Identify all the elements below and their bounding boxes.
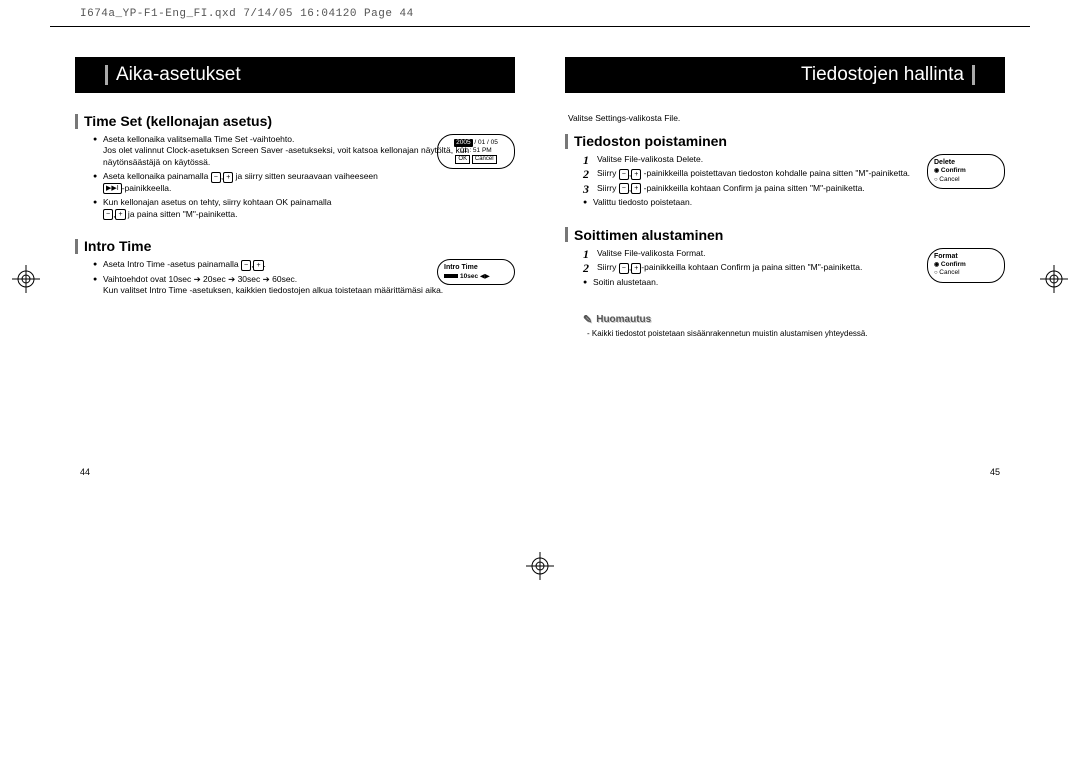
timeset-bullet-2: Aseta kellonaika painamalla −,+ ja siirr… <box>93 171 515 194</box>
section-intro-title: Intro Time <box>84 238 151 254</box>
delete-step-2: 2Siirry −,+ -painikkeilla poistettavan t… <box>583 168 1005 179</box>
banner-left: Aika-asetukset <box>75 57 515 93</box>
section-bar-icon <box>565 134 568 149</box>
section-bar-icon <box>75 114 78 129</box>
banner-left-title: Aika-asetukset <box>116 64 241 86</box>
minus-icon: − <box>103 209 113 220</box>
section-timeset: Time Set (kellonajan asetus) 2005 / 01 /… <box>75 113 515 220</box>
note-heading-text: Huomautus <box>596 314 651 325</box>
section-delete: Tiedoston poistaminen Delete Confirm Can… <box>565 133 1005 209</box>
minus-icon: − <box>241 260 251 271</box>
intro-bullet-1: Aseta Intro Time -asetus painamalla −,+. <box>93 259 515 270</box>
registration-mark-left <box>12 265 40 296</box>
plus-icon: + <box>631 169 641 180</box>
note-heading: ✎ Huomautus <box>583 313 1005 326</box>
plus-icon: + <box>253 260 263 271</box>
page-number-right: 45 <box>990 467 1000 477</box>
banner-bar-icon <box>105 65 108 85</box>
section-timeset-title: Time Set (kellonajan asetus) <box>84 113 272 129</box>
banner-right: Tiedostojen hallinta <box>565 57 1005 93</box>
delete-step-1: 1Valitse File-valikosta Delete. <box>583 154 1005 165</box>
pencil-icon: ✎ <box>583 313 592 326</box>
minus-icon: − <box>211 172 221 183</box>
section-format-title: Soittimen alustaminen <box>574 227 723 243</box>
right-top-note: Valitse Settings-valikosta File. <box>565 113 1005 123</box>
page-spread: Aika-asetukset Time Set (kellonajan aset… <box>50 47 1030 477</box>
note-block: ✎ Huomautus - Kaikki tiedostot poistetaa… <box>583 313 1005 338</box>
plus-icon: + <box>115 209 125 220</box>
file-header: I674a_YP-F1-Eng_FI.qxd 7/14/05 16:04120 … <box>50 0 1030 26</box>
section-intro: Intro Time Intro Time 10sec ◀▶ Aseta Int… <box>75 238 515 296</box>
format-bullet-3: Soitin alustetaan. <box>583 277 1005 288</box>
banner-right-title: Tiedostojen hallinta <box>801 64 964 86</box>
plus-icon: + <box>223 172 233 183</box>
timeset-bullet-1-sub: Jos olet valinnut Clock-asetuksen Screen… <box>103 145 515 168</box>
section-bar-icon <box>75 239 78 254</box>
plus-icon: + <box>631 183 641 194</box>
intro-bullet-2: Vaihtoehdot ovat 10sec ➔ 20sec ➔ 30sec ➔… <box>93 274 515 297</box>
banner-bar-icon <box>972 65 975 85</box>
minus-icon: − <box>619 263 629 274</box>
page-number-left: 44 <box>80 467 90 477</box>
delete-step-3: 3Siirry −,+ -painikkeilla kohtaan Confir… <box>583 183 1005 194</box>
timeset-bullet-1: Aseta kellonaika valitsemalla Time Set -… <box>93 134 515 168</box>
minus-icon: − <box>619 169 629 180</box>
ff-icon: ▶▶I <box>103 183 122 194</box>
note-text: - Kaikki tiedostot poistetaan sisäänrake… <box>587 329 1005 338</box>
registration-mark-right <box>1040 265 1068 296</box>
format-step-1: 1Valitse File-valikosta Format. <box>583 248 1005 259</box>
page-container: I674a_YP-F1-Eng_FI.qxd 7/14/05 16:04120 … <box>50 0 1030 763</box>
minus-icon: − <box>619 183 629 194</box>
header-rule <box>50 26 1030 27</box>
intro-bullet-2-sub: Kun valitset Intro Time -asetuksen, kaik… <box>103 285 515 296</box>
timeset-bullet-3: Kun kellonajan asetus on tehty, siirry k… <box>93 197 515 220</box>
section-delete-title: Tiedoston poistaminen <box>574 133 727 149</box>
page-right: Tiedostojen hallinta Valitse Settings-va… <box>540 47 1030 477</box>
delete-bullet-4: Valittu tiedosto poistetaan. <box>583 197 1005 208</box>
section-bar-icon <box>565 227 568 242</box>
section-format: Soittimen alustaminen Format Confirm Can… <box>565 227 1005 288</box>
page-left: Aika-asetukset Time Set (kellonajan aset… <box>50 47 540 477</box>
plus-icon: + <box>631 263 641 274</box>
format-step-2: 2Siirry −,+-painikkeilla kohtaan Confirm… <box>583 262 1005 273</box>
